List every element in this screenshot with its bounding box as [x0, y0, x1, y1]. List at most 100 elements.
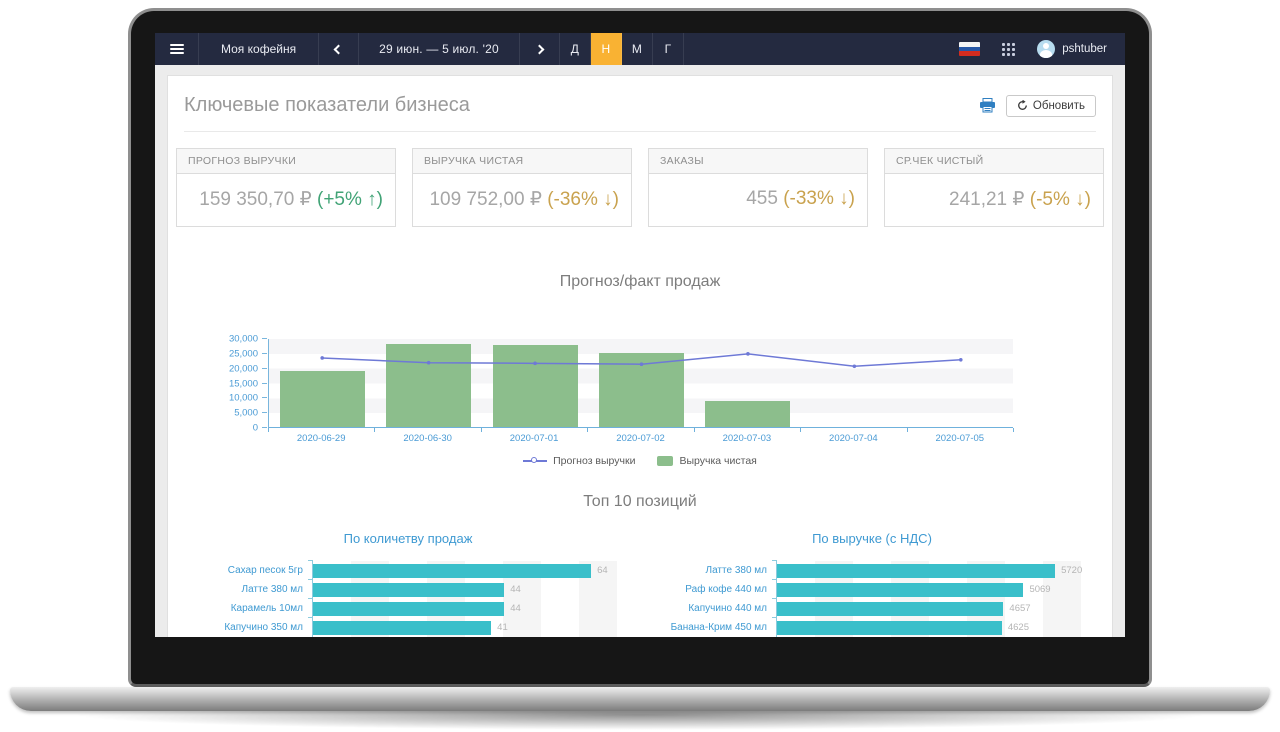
- y-tick-mark: [262, 427, 267, 428]
- top10-row: Банана-Крим 450 мл4625: [658, 618, 1086, 637]
- top10-bar: [777, 564, 1055, 578]
- top10-row: Латте 380 мл44: [194, 580, 622, 599]
- legend-item-net-revenue[interactable]: Выручка чистая: [657, 455, 756, 467]
- top10-revenue-title[interactable]: По выручке (с НДС): [658, 531, 1086, 546]
- refresh-button[interactable]: Обновить: [1006, 95, 1096, 117]
- kpi-label: ВЫРУЧКА ЧИСТАЯ: [413, 149, 631, 174]
- x-tick-mark: [800, 428, 801, 432]
- brand-name[interactable]: Моя кофейня: [199, 33, 319, 65]
- y-tick-mark: [262, 383, 267, 384]
- top10-row: Капучино 350 мл 41: [194, 618, 622, 637]
- x-tick-mark: [694, 428, 695, 432]
- kpi-delta: (+5% ↑): [317, 189, 383, 210]
- top10-bar: [313, 564, 591, 578]
- x-tick-label: 2020-07-04: [829, 433, 878, 444]
- main-chart-plot: [268, 339, 1013, 428]
- chart-legend: Прогноз выручки Выручка чистая: [168, 455, 1112, 467]
- apps-grid-icon[interactable]: [1002, 43, 1015, 56]
- laptop-mockup: Моя кофейня 29 июн. — 5 июл. '20 ДНМГ ps…: [0, 0, 1280, 732]
- refresh-label: Обновить: [1033, 100, 1085, 112]
- x-tick-mark: [374, 428, 375, 432]
- top10-item-label: Раф кофе 440 мл: [658, 584, 776, 595]
- chevron-right-icon: [534, 44, 544, 54]
- username: pshtuber: [1062, 43, 1107, 55]
- x-tick-label: 2020-06-29: [297, 433, 346, 444]
- axis-tick-mark: [772, 579, 777, 580]
- forecast-line: [269, 339, 1014, 428]
- top10-value: 5720: [1061, 565, 1082, 576]
- x-tick-mark: [1013, 428, 1014, 432]
- prev-period-button[interactable]: [319, 33, 359, 65]
- main-panel: Ключевые показатели бизнеса: [167, 75, 1113, 637]
- x-tick-label: 2020-07-02: [616, 433, 665, 444]
- sales-chart-title: Прогноз/факт продаж: [168, 273, 1112, 291]
- top10-by-revenue: По выручке (с НДС) Латте 380 мл 5720 Раф к…: [640, 531, 1104, 637]
- y-tick-label: 10,000: [229, 393, 258, 404]
- title-row: Ключевые показатели бизнеса: [168, 76, 1112, 131]
- top10-row: Сахар песок 5гр64: [194, 561, 622, 580]
- kpi-label: ПРОГНОЗ ВЫРУЧКИ: [177, 149, 395, 174]
- print-button[interactable]: [979, 98, 996, 113]
- top10-bar: [313, 621, 491, 635]
- x-tick-mark: [481, 428, 482, 432]
- period-button-Н[interactable]: Н: [591, 33, 622, 65]
- y-tick-label: 25,000: [229, 348, 258, 359]
- top10-quantity-chart: Сахар песок 5гр64Латте 380 мл44Карамель …: [194, 561, 622, 637]
- y-tick-mark: [262, 353, 267, 354]
- page-content: Ключевые показатели бизнеса: [155, 75, 1125, 637]
- russia-flag-icon[interactable]: [959, 42, 980, 56]
- x-tick-mark: [268, 428, 269, 432]
- kpi-delta: (-5% ↓): [1030, 189, 1091, 210]
- top10-bar: [777, 621, 1002, 635]
- x-tick-label: 2020-07-03: [723, 433, 772, 444]
- x-tick-label: 2020-06-30: [403, 433, 452, 444]
- top10-value: 4625: [1008, 622, 1029, 633]
- top10-charts: По количетву продаж Сахар песок 5гр64Лат…: [176, 531, 1104, 637]
- period-button-Г[interactable]: Г: [653, 33, 684, 65]
- laptop-base: [10, 687, 1270, 711]
- top10-item-label: Капучино 350 мл: [194, 622, 312, 633]
- next-period-button[interactable]: [520, 33, 560, 65]
- kpi-card-avg-check: СР.ЧЕК ЧИСТЫЙ 241,21 ₽ (-5% ↓): [884, 148, 1104, 227]
- top10-value: 4657: [1009, 603, 1030, 614]
- navbar-right: pshtuber: [959, 33, 1125, 65]
- axis-tick-mark: [308, 598, 313, 599]
- kpi-row: ПРОГНОЗ ВЫРУЧКИ 159 350,70 ₽ (+5% ↑) ВЫР…: [168, 132, 1112, 227]
- top10-value: 64: [597, 565, 608, 576]
- kpi-value: 109 752,00 ₽: [429, 189, 547, 210]
- axis-tick-mark: [772, 598, 777, 599]
- top10-by-quantity: По количетву продаж Сахар песок 5гр64Лат…: [176, 531, 640, 637]
- top10-quantity-title[interactable]: По количетву продаж: [194, 531, 622, 546]
- hamburger-menu-icon[interactable]: [155, 33, 199, 65]
- axis-tick-mark: [772, 560, 777, 561]
- user-menu[interactable]: pshtuber: [1037, 40, 1107, 58]
- top10-row: Капучино 440 мл4657: [658, 599, 1086, 618]
- x-tick-mark: [907, 428, 908, 432]
- top10-bar-area: 5720: [776, 561, 1086, 580]
- kpi-card-net-revenue: ВЫРУЧКА ЧИСТАЯ 109 752,00 ₽ (-36% ↓): [412, 148, 632, 227]
- top10-value: 41: [497, 622, 508, 633]
- top-navbar: Моя кофейня 29 июн. — 5 июл. '20 ДНМГ ps…: [155, 33, 1125, 65]
- top10-bar-area: 64: [312, 561, 622, 580]
- legend-item-forecast[interactable]: Прогноз выручки: [523, 455, 635, 467]
- x-tick-label: 2020-07-01: [510, 433, 559, 444]
- header-actions: Обновить: [979, 95, 1096, 117]
- date-range[interactable]: 29 июн. — 5 июл. '20: [359, 33, 520, 65]
- top10-revenue-chart: Латте 380 мл 5720 Раф кофе 440 мл 5069 Капуч…: [658, 561, 1086, 637]
- kpi-delta: (-33% ↓): [783, 188, 855, 209]
- top10-bar-area: 5069: [776, 580, 1086, 599]
- top10-item-label: Латте 380 мл: [658, 565, 776, 576]
- top10-value: 5069: [1029, 584, 1050, 595]
- period-switcher: ДНМГ: [560, 33, 684, 65]
- top10-bar-area: 44: [312, 580, 622, 599]
- top10-value: 44: [510, 584, 521, 595]
- main-chart-x-axis: 2020-06-29 2020-06-30 2020-07-01 2020-07-02…: [268, 428, 1013, 446]
- y-tick-mark: [262, 412, 267, 413]
- period-button-Д[interactable]: Д: [560, 33, 591, 65]
- top10-value: 44: [510, 603, 521, 614]
- top10-bar: [313, 602, 504, 616]
- y-tick-label: 0: [253, 423, 258, 434]
- kpi-value: 159 350,70 ₽: [199, 189, 317, 210]
- period-button-М[interactable]: М: [622, 33, 653, 65]
- y-tick-label: 20,000: [229, 363, 258, 374]
